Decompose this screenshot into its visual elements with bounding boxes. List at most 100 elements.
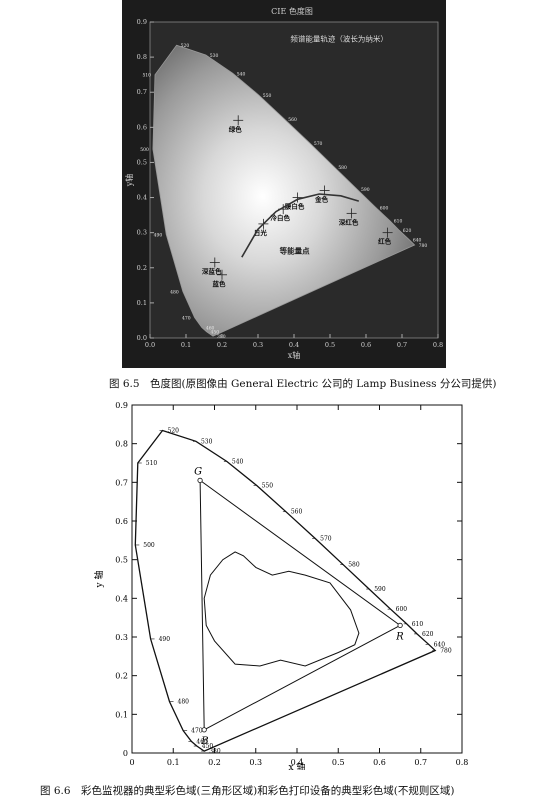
y-tick-label: 0.8 xyxy=(137,53,147,61)
region-label: 深蓝色 xyxy=(202,267,222,276)
x-tick-label: 0.5 xyxy=(325,341,335,349)
figure-6-5-caption: 图 6.5 色度图(原图像由 General Electric 公司的 Lamp… xyxy=(109,378,497,390)
wavelength-label: 510 xyxy=(142,73,151,79)
wavelength-label: 470 xyxy=(191,728,203,735)
wavelength-label: 510 xyxy=(146,460,158,467)
region-label: 日光 xyxy=(254,228,268,237)
y-tick-label: 0.9 xyxy=(115,401,128,410)
x-tick-label: 0.4 xyxy=(291,758,304,767)
x-tick-label: 0.6 xyxy=(373,758,386,767)
cie-chromaticity-photo: CIE 色度图 0.0 0.1 0.2 0.3 0.4 0.5 0.6 0.7 0.8 0.0 0.… xyxy=(122,0,446,368)
wavelength-label: 570 xyxy=(314,141,323,147)
y-tick-label: 0.1 xyxy=(115,710,128,719)
wavelength-label: 570 xyxy=(320,535,332,542)
vertex-marker xyxy=(201,727,207,733)
y-tick-label: 0 xyxy=(123,749,128,758)
region-label: 绿色 xyxy=(229,124,243,133)
spectral-locus-region xyxy=(152,44,416,337)
wavelength-label: 550 xyxy=(263,93,272,99)
x-tick-label: 0.8 xyxy=(433,341,443,349)
gamut-diagram: 0 0.1 0.2 0.3 0.4 0.5 0.6 0.7 0.8 0 0.1 0.2 0.3 0.4 0.… xyxy=(80,395,500,770)
y-tick-label: 0.8 xyxy=(115,440,128,449)
wavelength-label: 610 xyxy=(412,621,424,628)
region-label: 蓝色 xyxy=(213,279,227,288)
wavelength-label: 580 xyxy=(348,562,360,569)
planckian-locus xyxy=(241,193,360,258)
y-tick-label: 0.4 xyxy=(137,194,147,202)
y-tick-label: 0.2 xyxy=(137,264,147,272)
x-tick-label: 0.8 xyxy=(456,758,469,767)
x-tick-label: 0.6 xyxy=(361,341,371,349)
wavelength-label: 540 xyxy=(232,458,244,465)
vertex-marker xyxy=(397,622,403,628)
locus-label: 频谱能量轨迹（波长为纳米） xyxy=(290,33,388,43)
y-tick-label: 0.5 xyxy=(137,158,147,166)
monitor-gamut-triangle xyxy=(199,479,402,731)
y-tick-label: 0.4 xyxy=(115,594,128,603)
y-tick-label: 0.2 xyxy=(115,672,128,681)
figure1-header: CIE 色度图 xyxy=(271,6,313,16)
region-label: 红色 xyxy=(378,237,392,246)
wavelength-label: 590 xyxy=(374,586,386,593)
wavelength-label: 470 xyxy=(182,316,191,322)
y-tick-label: 0.7 xyxy=(115,478,128,487)
wavelength-label: 600 xyxy=(396,606,408,613)
figure-6-6-caption: 图 6.6 彩色监视器的典型彩色域(三角形区域)和彩色打印设备的典型彩色域(不规… xyxy=(40,785,455,797)
x-tick-label: 0.5 xyxy=(332,758,345,767)
wavelength-label: 490 xyxy=(159,636,171,643)
y-tick-label: 0.0 xyxy=(137,334,147,342)
wavelength-label: 450 xyxy=(202,743,214,750)
y-tick-label: 0.1 xyxy=(137,299,147,307)
y-tick-label: 0.3 xyxy=(115,633,128,642)
region-label: 金色 xyxy=(314,195,329,204)
wavelength-label: 540 xyxy=(237,71,246,77)
vertex-marker xyxy=(197,477,203,484)
x-tick-label: 0.7 xyxy=(414,758,427,767)
region-label: 冷白色 xyxy=(270,213,290,222)
wavelength-label: 480 xyxy=(170,289,179,295)
wavelength-label: 500 xyxy=(140,147,149,153)
region-label: 暖白色 xyxy=(285,202,305,211)
figure1-ylabel: y轴 xyxy=(124,174,134,188)
region-label: 深红色 xyxy=(339,217,359,226)
wavelength-label: 620 xyxy=(403,228,412,234)
x-tick-label: 0.4 xyxy=(289,341,299,349)
wavelength-label: 780 xyxy=(419,243,428,249)
equal-energy-label: 等能量点 xyxy=(280,246,310,256)
y-tick-label: 0.3 xyxy=(137,229,147,237)
wavelength-label: 530 xyxy=(210,53,219,59)
x-tick-label: 0.3 xyxy=(249,758,262,767)
x-tick-label: 0.2 xyxy=(217,341,227,349)
figure2-xlabel: x 轴 xyxy=(289,761,306,770)
x-tick-label: 0 xyxy=(129,758,134,767)
y-tick-label: 0.5 xyxy=(115,556,128,565)
wavelength-label: 520 xyxy=(181,43,190,49)
figure2-ylabel: y 轴 xyxy=(93,571,105,589)
figure1-xlabel: x轴 xyxy=(288,350,301,360)
vertex-label-b: B xyxy=(200,736,208,747)
vertex-label-r: R xyxy=(395,631,404,642)
wavelength-label: 490 xyxy=(154,232,163,238)
wavelength-label: 600 xyxy=(380,205,389,211)
wavelength-label: 590 xyxy=(361,187,370,193)
wavelength-label: 380 xyxy=(209,748,221,755)
wavelength-label: 620 xyxy=(422,631,434,638)
wavelength-label: 640 xyxy=(434,641,446,648)
wavelength-label: 500 xyxy=(143,542,155,549)
wavelength-label: 460 xyxy=(196,738,208,745)
wavelength-label: 550 xyxy=(262,482,274,489)
y-tick-label: 0.6 xyxy=(137,123,147,131)
x-tick-label: 0.3 xyxy=(253,341,263,349)
y-tick-label: 0.7 xyxy=(137,88,147,96)
x-tick-label: 0.2 xyxy=(208,758,221,767)
wavelength-label: 640 xyxy=(413,237,422,243)
wavelength-label: 560 xyxy=(288,117,297,123)
x-tick-label: 0.7 xyxy=(397,341,407,349)
wavelength-label: 580 xyxy=(338,165,347,171)
wavelength-label: 520 xyxy=(168,428,180,435)
x-tick-label: 0.1 xyxy=(167,758,180,767)
wavelength-label: 780 xyxy=(440,648,452,655)
wavelength-label: 460 xyxy=(206,325,215,331)
wavelength-label: 530 xyxy=(201,438,213,445)
x-tick-label: 0.0 xyxy=(145,341,155,349)
